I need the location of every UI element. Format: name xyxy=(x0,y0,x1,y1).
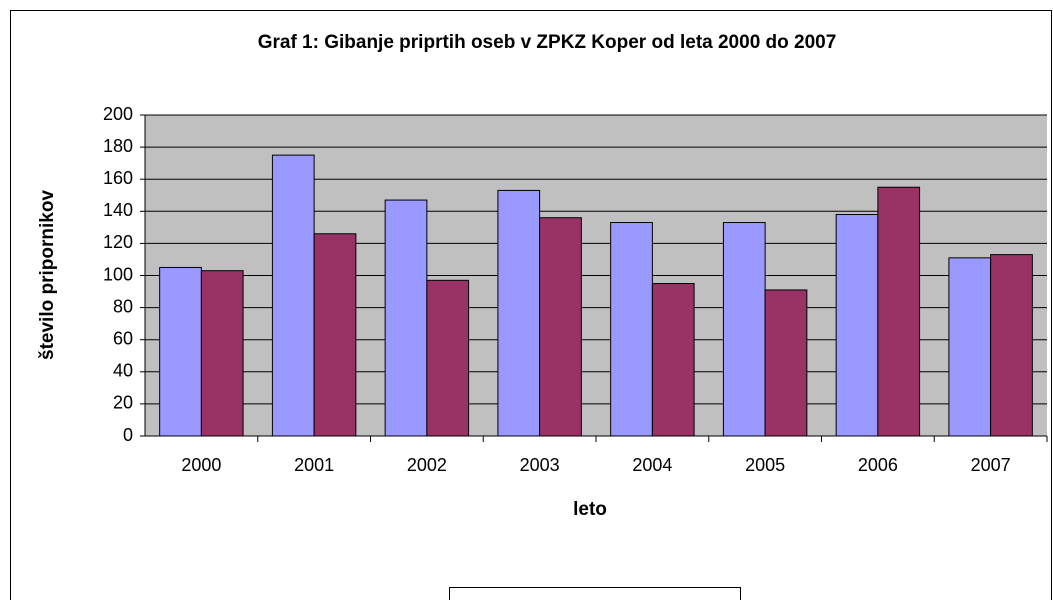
x-tick-label: 2004 xyxy=(632,455,672,475)
bar xyxy=(200,270,244,437)
bar xyxy=(990,254,1033,437)
bar xyxy=(271,154,315,437)
y-tick-label: 180 xyxy=(103,136,133,156)
x-axis-label: leto xyxy=(573,499,607,520)
bar xyxy=(764,289,808,437)
bar xyxy=(539,217,582,437)
bar xyxy=(313,233,357,437)
x-tick-label: 2000 xyxy=(181,455,221,475)
y-tick-label: 140 xyxy=(103,200,133,220)
bar xyxy=(426,279,470,437)
x-tick-label: 2005 xyxy=(745,455,785,475)
bar xyxy=(877,186,921,437)
y-tick-label: 200 xyxy=(103,104,133,124)
y-tick-label: 120 xyxy=(103,232,133,252)
y-tick-label: 60 xyxy=(113,328,133,348)
bar xyxy=(722,222,766,437)
y-tick-label: 20 xyxy=(113,393,133,413)
x-tick-label: 2007 xyxy=(971,455,1011,475)
chart-title: Graf 1: Gibanje priprtih oseb v ZPKZ Kop… xyxy=(258,32,837,53)
bar xyxy=(159,266,202,437)
x-tick-label: 2003 xyxy=(520,455,560,475)
bar xyxy=(835,214,879,437)
y-tick-label: 100 xyxy=(103,264,133,284)
y-axis-label: število pripornikov xyxy=(37,190,58,360)
bar xyxy=(610,222,653,437)
bar xyxy=(384,199,428,437)
x-tick-label: 2002 xyxy=(407,455,447,475)
y-tick-label: 80 xyxy=(113,296,133,316)
y-tick-label: 0 xyxy=(123,425,133,445)
bar xyxy=(651,283,695,437)
bar xyxy=(948,257,992,437)
x-tick-label: 2001 xyxy=(294,455,334,475)
x-tick-label: 2006 xyxy=(858,455,898,475)
y-tick-label: 160 xyxy=(103,168,133,188)
legend-box xyxy=(449,587,741,600)
bar xyxy=(497,189,541,437)
y-tick-label: 40 xyxy=(113,361,133,381)
